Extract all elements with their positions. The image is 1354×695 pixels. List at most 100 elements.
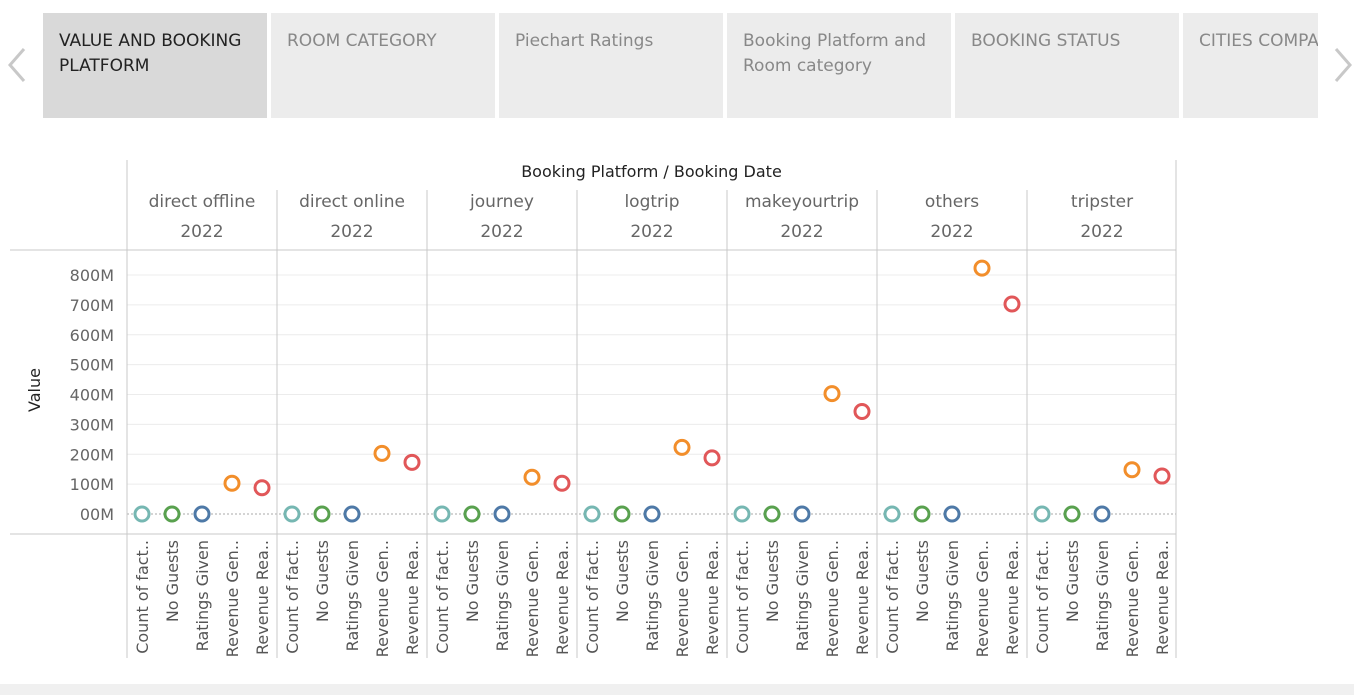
x-measure-label: Revenue Gen.. bbox=[1123, 540, 1142, 657]
y-tick-label: 400M bbox=[70, 386, 114, 405]
y-axis-label: Value bbox=[25, 368, 44, 412]
x-measure-label: No Guests bbox=[1063, 540, 1082, 622]
x-measure-label: Count of fact.. bbox=[733, 540, 752, 654]
tab-label: CITIES COMPARISON bbox=[1199, 31, 1318, 51]
data-point[interactable] bbox=[553, 474, 571, 492]
year-header: 2022 bbox=[180, 222, 223, 242]
data-point[interactable] bbox=[1003, 295, 1021, 313]
y-tick-label: 00M bbox=[80, 505, 114, 524]
x-measure-label: Revenue Gen.. bbox=[523, 540, 542, 657]
column-header-title: Booking Platform / Booking Date bbox=[521, 162, 782, 181]
data-point[interactable] bbox=[1063, 505, 1081, 523]
x-measure-label: Revenue Rea.. bbox=[853, 540, 872, 655]
x-measure-label: Revenue Rea.. bbox=[403, 540, 422, 655]
tab-booking-status[interactable]: BOOKING STATUS bbox=[955, 13, 1179, 118]
tab-label: VALUE AND BOOKING PLATFORM bbox=[59, 31, 242, 76]
x-measure-label: Revenue Rea.. bbox=[553, 540, 572, 655]
chevron-left-icon bbox=[8, 48, 26, 82]
data-point[interactable] bbox=[313, 505, 331, 523]
y-tick-label: 600M bbox=[70, 326, 114, 345]
data-point[interactable] bbox=[913, 505, 931, 523]
data-point[interactable] bbox=[253, 479, 271, 497]
year-header: 2022 bbox=[330, 222, 373, 242]
next-tab-button[interactable] bbox=[1328, 42, 1354, 88]
data-point[interactable] bbox=[853, 403, 871, 421]
previous-tab-button[interactable] bbox=[2, 42, 32, 88]
year-header: 2022 bbox=[1080, 222, 1123, 242]
data-point[interactable] bbox=[703, 449, 721, 467]
x-measure-label: Count of fact.. bbox=[133, 540, 152, 654]
data-point[interactable] bbox=[1093, 505, 1111, 523]
x-measure-label: Count of fact.. bbox=[283, 540, 302, 654]
data-point[interactable] bbox=[523, 468, 541, 486]
x-measure-label: No Guests bbox=[463, 540, 482, 622]
platform-header: tripster bbox=[1071, 192, 1133, 212]
y-tick-label: 800M bbox=[70, 266, 114, 285]
x-measure-label: Revenue Gen.. bbox=[823, 540, 842, 657]
x-measure-label: Ratings Given bbox=[343, 540, 362, 651]
x-measure-label: No Guests bbox=[313, 540, 332, 622]
data-point[interactable] bbox=[463, 505, 481, 523]
x-measure-label: Revenue Rea.. bbox=[1153, 540, 1172, 655]
data-point[interactable] bbox=[223, 474, 241, 492]
data-point[interactable] bbox=[403, 453, 421, 471]
tab-cities-comparison[interactable]: CITIES COMPARISON bbox=[1183, 13, 1318, 118]
data-point[interactable] bbox=[943, 505, 961, 523]
data-point[interactable] bbox=[343, 505, 361, 523]
x-measure-label: Count of fact.. bbox=[583, 540, 602, 654]
data-point[interactable] bbox=[733, 505, 751, 523]
year-header: 2022 bbox=[630, 222, 673, 242]
x-measure-label: Revenue Rea.. bbox=[703, 540, 722, 655]
x-measure-label: No Guests bbox=[163, 540, 182, 622]
tab-label: ROOM CATEGORY bbox=[287, 31, 437, 51]
tab-piechart-ratings[interactable]: Piechart Ratings bbox=[499, 13, 723, 118]
data-point[interactable] bbox=[283, 505, 301, 523]
footer-bar bbox=[0, 684, 1354, 695]
data-point[interactable] bbox=[613, 505, 631, 523]
tabs-viewport: VALUE AND BOOKING PLATFORM ROOM CATEGORY… bbox=[43, 13, 1318, 118]
data-point[interactable] bbox=[1033, 505, 1051, 523]
platform-header: journey bbox=[469, 192, 534, 212]
x-measure-label: Ratings Given bbox=[1093, 540, 1112, 651]
platform-header: direct offline bbox=[149, 192, 256, 212]
data-point[interactable] bbox=[973, 259, 991, 277]
tab-room-category[interactable]: ROOM CATEGORY bbox=[271, 13, 495, 118]
data-point[interactable] bbox=[493, 505, 511, 523]
data-point[interactable] bbox=[673, 438, 691, 456]
data-point[interactable] bbox=[883, 505, 901, 523]
data-point[interactable] bbox=[373, 444, 391, 462]
tab-label: BOOKING STATUS bbox=[971, 31, 1121, 51]
data-point[interactable] bbox=[1123, 461, 1141, 479]
dashboard-tab-bar: VALUE AND BOOKING PLATFORM ROOM CATEGORY… bbox=[0, 0, 1354, 125]
data-point[interactable] bbox=[163, 505, 181, 523]
x-measure-label: Revenue Rea.. bbox=[1003, 540, 1022, 655]
platform-header: others bbox=[925, 192, 979, 212]
tab-value-and-booking-platform[interactable]: VALUE AND BOOKING PLATFORM bbox=[43, 13, 267, 118]
data-point[interactable] bbox=[793, 505, 811, 523]
x-measure-label: Ratings Given bbox=[643, 540, 662, 651]
x-measure-label: Count of fact.. bbox=[883, 540, 902, 654]
tab-label: Booking Platform and Room category bbox=[743, 31, 927, 76]
data-point[interactable] bbox=[1153, 467, 1171, 485]
x-measure-label: Revenue Gen.. bbox=[373, 540, 392, 657]
year-header: 2022 bbox=[780, 222, 823, 242]
data-point[interactable] bbox=[133, 505, 151, 523]
x-measure-label: Ratings Given bbox=[493, 540, 512, 651]
x-measure-label: Ratings Given bbox=[793, 540, 812, 651]
x-measure-label: Ratings Given bbox=[193, 540, 212, 651]
chart-svg: 00M 100M 200M 300M 400M 500M 600M 700M 800M Booki… bbox=[10, 160, 1177, 658]
data-point[interactable] bbox=[433, 505, 451, 523]
data-point[interactable] bbox=[193, 505, 211, 523]
x-measure-label: No Guests bbox=[763, 540, 782, 622]
platform-header: direct online bbox=[299, 192, 405, 212]
x-measure-label: Revenue Gen.. bbox=[223, 540, 242, 657]
tab-booking-platform-and-room-category[interactable]: Booking Platform and Room category bbox=[727, 13, 951, 118]
data-point[interactable] bbox=[643, 505, 661, 523]
year-header: 2022 bbox=[480, 222, 523, 242]
y-tick-label: 100M bbox=[70, 475, 114, 494]
y-tick-label: 500M bbox=[70, 356, 114, 375]
data-point[interactable] bbox=[763, 505, 781, 523]
y-tick-label: 700M bbox=[70, 296, 114, 315]
data-point[interactable] bbox=[583, 505, 601, 523]
data-point[interactable] bbox=[823, 385, 841, 403]
